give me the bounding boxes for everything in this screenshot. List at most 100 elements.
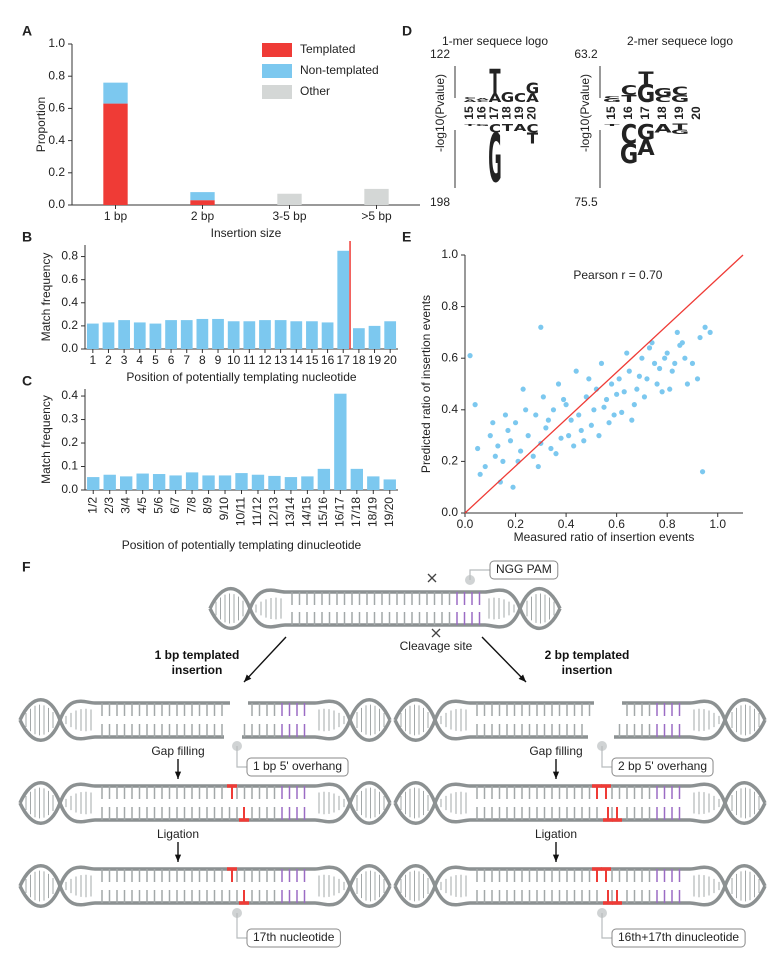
point xyxy=(492,453,498,459)
bar xyxy=(103,474,116,490)
x-tick-label: 14 xyxy=(290,353,304,367)
bar xyxy=(136,473,149,490)
bar xyxy=(218,475,232,490)
bar xyxy=(321,322,334,349)
y-tick-label: 0.0 xyxy=(61,482,78,496)
x-tick-label: 3 xyxy=(121,353,128,367)
y-tick-label: 0.2 xyxy=(61,318,78,332)
x-tick-label: 0.0 xyxy=(457,517,474,531)
x-tick-label: 2/3 xyxy=(102,497,116,514)
helix-strand xyxy=(689,865,767,908)
helix-strand xyxy=(393,782,471,825)
logo-letter: C xyxy=(489,123,501,136)
logo-letter: A xyxy=(637,136,654,160)
helix-strand xyxy=(314,699,392,742)
top-value: 122 xyxy=(430,47,450,61)
x-tick-label: 2 bp xyxy=(191,209,215,223)
bar-segment xyxy=(364,188,389,205)
arrow-head xyxy=(174,854,182,862)
x-tick-label: 0.4 xyxy=(558,517,575,531)
callout-line xyxy=(236,913,247,939)
x-tick-label: 1/2 xyxy=(85,497,99,514)
y-tick-label: 0.0 xyxy=(48,197,65,211)
y-tick-label: 0.4 xyxy=(61,295,78,309)
point xyxy=(669,368,675,374)
logo-letter: G xyxy=(637,121,655,145)
y-tick-label: 0.0 xyxy=(61,341,78,355)
x-tick-label: 17/18 xyxy=(349,497,363,527)
y-tick-label: 0.2 xyxy=(441,454,458,468)
helix-strand xyxy=(393,699,471,742)
bar-segment xyxy=(190,200,215,205)
x-tick-label: >5 bp xyxy=(361,209,392,223)
point xyxy=(518,448,524,454)
x-tick-label: 11 xyxy=(243,353,256,367)
point xyxy=(548,445,554,452)
arrow-head xyxy=(552,771,560,779)
point xyxy=(689,360,696,366)
top-value: 63.2 xyxy=(574,47,598,61)
logo-letter: C xyxy=(621,83,637,98)
point xyxy=(614,391,620,397)
logo-letter: C xyxy=(604,95,620,100)
point xyxy=(586,376,592,382)
arrow-head xyxy=(518,674,526,682)
annotation: Pearson r = 0.70 xyxy=(573,268,662,282)
point xyxy=(578,427,584,434)
point xyxy=(611,412,617,418)
callout-line xyxy=(601,746,612,768)
position-label: 18 xyxy=(655,106,669,120)
bar xyxy=(243,321,256,349)
legend-label: Non-templated xyxy=(300,63,379,77)
point xyxy=(560,396,567,403)
point xyxy=(588,422,594,428)
bar xyxy=(367,476,380,490)
helix-strand xyxy=(689,782,767,825)
y-tick-label: 0.8 xyxy=(48,68,65,82)
x-tick-label: 11/12 xyxy=(250,497,264,526)
y-axis-label: Match frequency xyxy=(39,253,53,342)
point xyxy=(563,402,569,408)
bar xyxy=(202,475,215,490)
helix-strand xyxy=(314,782,392,825)
point xyxy=(490,420,496,426)
callout-box xyxy=(611,928,746,948)
logo-letter: T xyxy=(464,123,475,126)
logo-letter: C xyxy=(655,95,671,104)
x-tick-label: 12 xyxy=(258,353,272,367)
bar xyxy=(196,318,209,349)
panel-label: B xyxy=(22,229,32,245)
point xyxy=(477,471,483,477)
helix-strand xyxy=(314,865,392,908)
helix-strand xyxy=(393,864,471,907)
legend-swatch xyxy=(262,64,292,78)
y-axis-label: Match frequency xyxy=(39,395,53,484)
helix-strand xyxy=(18,698,96,741)
point xyxy=(616,376,622,382)
point xyxy=(545,417,552,423)
logo-letter: C xyxy=(621,119,637,151)
position-label: 17 xyxy=(638,106,652,120)
point xyxy=(674,329,680,335)
point xyxy=(657,365,663,372)
y-tick-label: 1.0 xyxy=(48,36,65,50)
logo-letter: G xyxy=(501,89,514,105)
helix-strand xyxy=(314,864,392,907)
panel-label: A xyxy=(22,23,32,39)
panel-label: E xyxy=(402,229,411,245)
x-axis-label: Position of potentially templating nucle… xyxy=(126,370,356,384)
point xyxy=(573,368,579,374)
logo-letter: G xyxy=(488,120,501,198)
point xyxy=(495,443,501,449)
position-label: 19 xyxy=(672,106,686,120)
point xyxy=(467,353,473,359)
step-label: Ligation xyxy=(535,827,577,841)
bar xyxy=(102,322,115,349)
point xyxy=(606,420,612,426)
position-label: 15 xyxy=(462,106,476,120)
x-tick-label: 18/19 xyxy=(365,497,379,527)
legend-label: Templated xyxy=(300,42,355,56)
logo-letter: T xyxy=(604,123,619,126)
point xyxy=(598,360,605,366)
legend-swatch xyxy=(262,43,292,57)
